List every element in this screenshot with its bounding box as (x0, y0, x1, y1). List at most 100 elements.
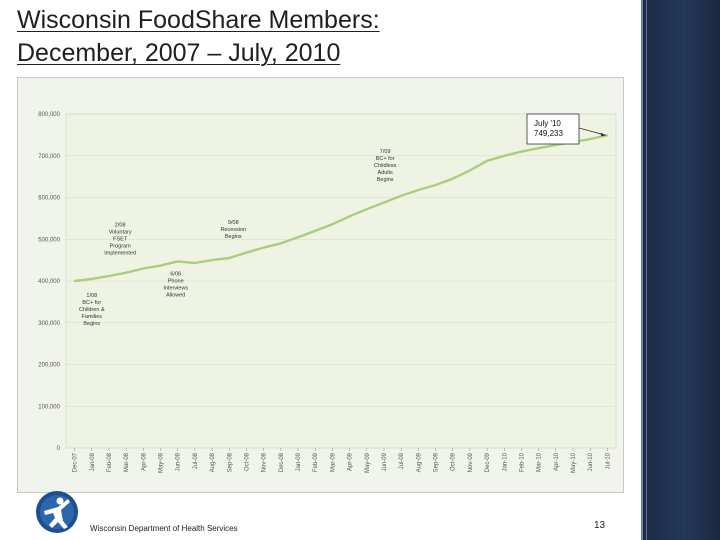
data-point (159, 264, 162, 267)
x-tick-label: Jan-10 (502, 452, 508, 471)
data-point (606, 134, 609, 137)
y-tick-label: 500,000 (38, 237, 60, 243)
data-point (451, 177, 454, 180)
x-tick-label: Jul-09 (399, 452, 405, 469)
data-point (520, 150, 523, 153)
data-point (228, 257, 231, 259)
annotation-text: Implemented (104, 251, 136, 257)
data-point (486, 159, 488, 162)
annotation-text: 6/08 (170, 271, 181, 277)
x-tick-label: Dec-08 (279, 452, 285, 472)
annotation-text: Recession (220, 227, 246, 233)
callout-arrowhead (600, 132, 607, 137)
x-tick-label: Jun-08 (176, 452, 182, 471)
y-tick-label: 200,000 (38, 363, 60, 369)
annotation-text: 2/08 (115, 223, 126, 229)
y-tick-label: 700,000 (38, 154, 60, 160)
x-tick-label: Feb-09 (313, 452, 319, 472)
x-tick-label: Apr-09 (348, 452, 354, 471)
x-tick-label: May-10 (571, 452, 577, 473)
slide-title-line1: Wisconsin FoodShare Members: (17, 6, 380, 34)
data-point (211, 259, 213, 262)
callout-text: July '10 (534, 119, 561, 128)
x-tick-label: Dec-09 (485, 452, 491, 472)
x-tick-label: Jun-09 (382, 452, 388, 471)
x-tick-label: Jul-10 (605, 452, 611, 469)
annotation-text: BC+ for (82, 300, 101, 306)
series-line (74, 134, 608, 283)
data-point (348, 215, 351, 218)
annotation-text: Children & (79, 307, 105, 313)
data-point (108, 275, 110, 277)
annotation-text: FSET (113, 237, 128, 243)
data-point (365, 208, 368, 211)
callout-box (526, 113, 580, 145)
data-point (434, 184, 437, 186)
x-tick-label: Apr-08 (141, 452, 147, 471)
x-tick-label: Mar-08 (124, 452, 130, 472)
annotation-text: Allowed (166, 292, 185, 298)
data-point (383, 201, 385, 204)
annotation-text: Begins (83, 321, 100, 327)
x-tick-label: Nov-08 (262, 452, 268, 472)
x-tick-label: May-08 (159, 452, 165, 473)
y-tick-label: 400,000 (38, 279, 60, 285)
annotation-text: Families (82, 314, 103, 320)
decorative-sidebar (641, 0, 720, 540)
annotation-text: Begins (377, 177, 394, 183)
annotation-text: Interviews (163, 285, 188, 291)
data-point (245, 251, 248, 254)
annotation-text: Phone (168, 278, 184, 284)
annotation-text: BC+ for (376, 156, 395, 162)
x-tick-label: Mar-09 (330, 452, 336, 472)
data-point (279, 242, 282, 245)
data-point (194, 262, 196, 264)
x-tick-label: Sep-08 (227, 452, 233, 472)
annotation-text: Program (110, 244, 132, 250)
x-tick-label: Jun-10 (588, 452, 594, 471)
data-point (90, 278, 93, 280)
slide-title: Wisconsin FoodShare Members: December, 2… (17, 4, 617, 70)
annotation-text: Voluntary (109, 230, 132, 236)
y-tick-label: 100,000 (38, 404, 60, 410)
footer-text: Wisconsin Department of Health Services (90, 524, 238, 533)
annotation-text: Childless (374, 163, 397, 169)
callout-text: 749,233 (534, 129, 563, 138)
data-point (176, 260, 179, 263)
y-tick-label: 800,000 (38, 112, 60, 118)
x-tick-label: Nov-09 (468, 452, 474, 472)
data-point (297, 236, 299, 239)
line-chart: 0 100,000 200,000 300,000 400,000 500,000 600,… (18, 78, 623, 492)
data-point (417, 189, 420, 191)
x-tick-label: Oct-09 (451, 452, 457, 471)
x-tick-label: Feb-08 (107, 452, 113, 472)
y-tick-label: 300,000 (38, 321, 60, 327)
page-number: 13 (594, 520, 606, 531)
data-point (400, 194, 403, 197)
data-point (142, 267, 145, 270)
data-point (125, 271, 128, 274)
data-point (589, 138, 592, 140)
data-point (262, 246, 265, 249)
x-tick-label: May-09 (365, 452, 371, 473)
data-point (537, 147, 540, 150)
x-tick-label: Sep-09 (434, 452, 440, 472)
annotation-text: 7/09 (380, 149, 391, 155)
chart-frame: 0 100,000 200,000 300,000 400,000 500,000 600,… (17, 77, 624, 493)
y-tick-label: 0 (57, 446, 61, 452)
x-tick-label: Aug-09 (416, 452, 422, 472)
annotation-text: Begins (225, 234, 242, 240)
x-tick-label: Dec-07 (73, 452, 79, 472)
data-point (73, 280, 76, 282)
data-point (503, 154, 506, 157)
slide-title-line2: December, 2007 – July, 2010 (17, 39, 341, 67)
data-point (331, 223, 334, 226)
data-point (314, 230, 317, 232)
data-point (469, 169, 471, 172)
dhs-logo-icon (36, 491, 78, 533)
x-tick-label: Feb-10 (519, 452, 525, 472)
annotation-text: 1/08 (86, 293, 97, 299)
x-tick-label: Jul-08 (193, 452, 199, 469)
y-tick-label: 600,000 (38, 196, 60, 202)
x-tick-label: Aug-08 (210, 452, 216, 472)
